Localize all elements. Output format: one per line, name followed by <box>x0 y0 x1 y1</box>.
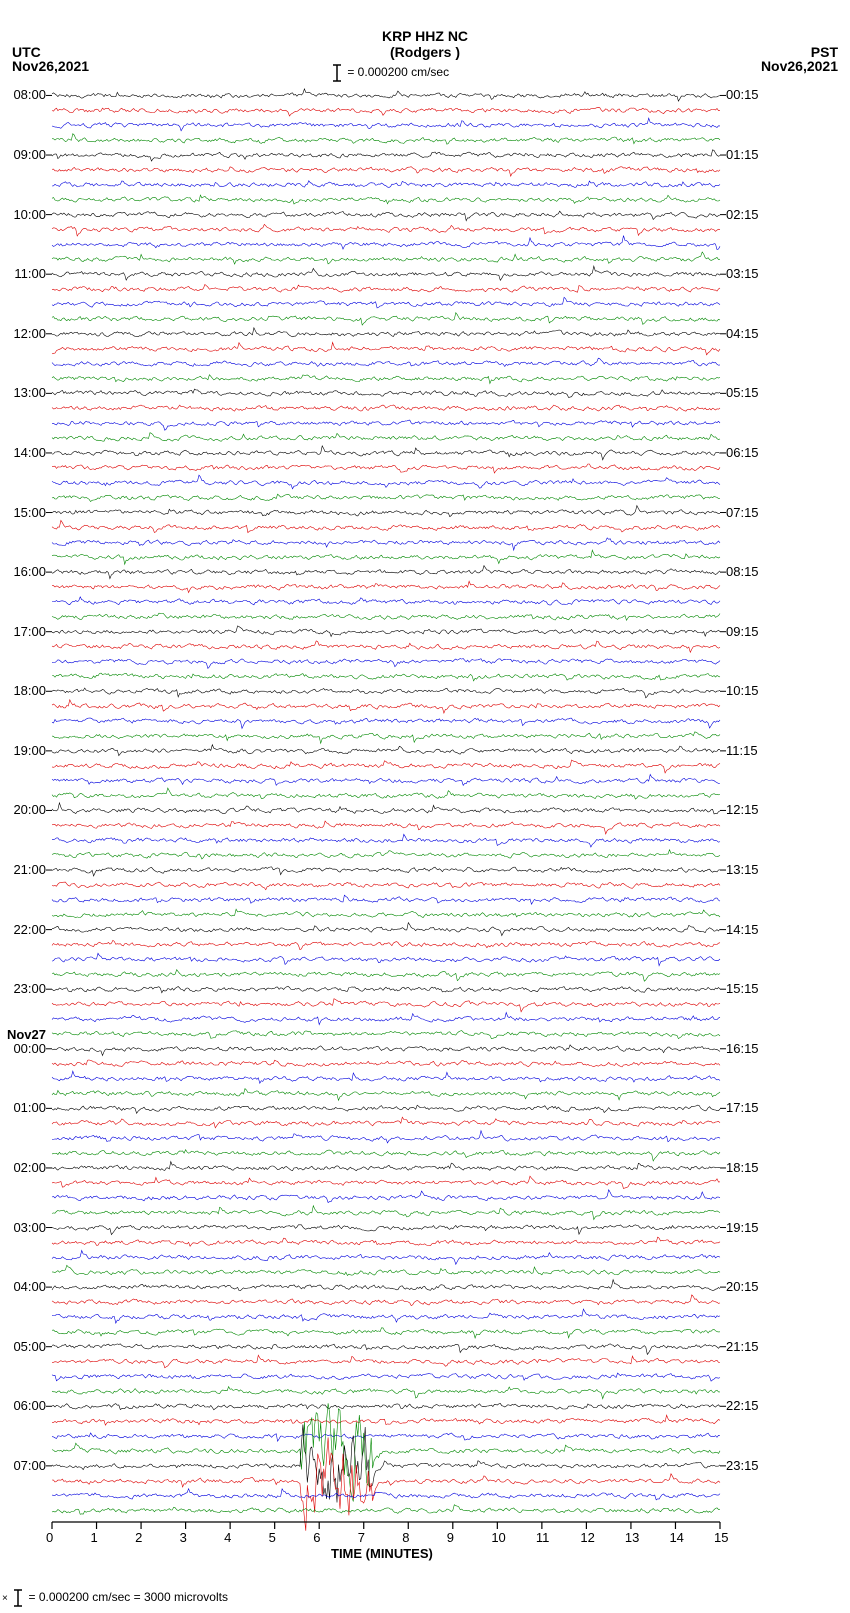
left-hour-label: 02:00 <box>13 1160 46 1175</box>
right-hour-label: 21:15 <box>726 1339 759 1354</box>
station-line: KRP HHZ NC <box>382 28 468 44</box>
left-hour-label: 00:00 <box>13 1041 46 1056</box>
right-hour-label: 15:15 <box>726 981 759 996</box>
x-tick-label: 7 <box>358 1530 365 1545</box>
right-hour-label: 08:15 <box>726 564 759 579</box>
x-tick-label: 4 <box>224 1530 231 1545</box>
seismogram-plot <box>32 68 740 1558</box>
right-hour-label: 13:15 <box>726 862 759 877</box>
x-tick-label: 3 <box>180 1530 187 1545</box>
x-tick-label: 5 <box>269 1530 276 1545</box>
left-hour-label: 13:00 <box>13 385 46 400</box>
left-date-label: Nov27 <box>7 1027 46 1042</box>
right-hour-label: 14:15 <box>726 922 759 937</box>
left-hour-label: 22:00 <box>13 922 46 937</box>
right-hour-label: 22:15 <box>726 1398 759 1413</box>
left-hour-label: 03:00 <box>13 1220 46 1235</box>
left-hour-label: 09:00 <box>13 147 46 162</box>
right-hour-label: 20:15 <box>726 1279 759 1294</box>
right-hour-label: 00:15 <box>726 87 759 102</box>
right-hour-label: 11:15 <box>726 743 758 758</box>
x-tick-label: 10 <box>491 1530 505 1545</box>
left-hour-label: 21:00 <box>13 862 46 877</box>
right-hour-label: 06:15 <box>726 445 759 460</box>
right-hour-label: 03:15 <box>726 266 759 281</box>
right-hour-label: 04:15 <box>726 326 759 341</box>
left-hour-label: 20:00 <box>13 802 46 817</box>
left-hour-label: 11:00 <box>14 266 46 281</box>
x-tick-label: 15 <box>714 1530 728 1545</box>
left-hour-label: 14:00 <box>13 445 46 460</box>
left-hour-label: 12:00 <box>13 326 46 341</box>
right-hour-label: 23:15 <box>726 1458 759 1473</box>
left-hour-label: 10:00 <box>13 207 46 222</box>
x-tick-label: 1 <box>91 1530 98 1545</box>
left-hour-label: 18:00 <box>13 683 46 698</box>
right-hour-label: 09:15 <box>726 624 759 639</box>
x-axis-title: TIME (MINUTES) <box>331 1546 433 1561</box>
left-hour-label: 08:00 <box>13 87 46 102</box>
x-tick-label: 12 <box>580 1530 594 1545</box>
footer-scale-text: = 0.000200 cm/sec = 3000 microvolts <box>29 1590 228 1604</box>
right-hour-label: 05:15 <box>726 385 759 400</box>
seismogram-wrap: KRP HHZ NC (Rodgers ) = 0.000200 cm/sec … <box>0 0 850 1613</box>
x-tick-label: 9 <box>447 1530 454 1545</box>
right-hour-label: 18:15 <box>726 1160 759 1175</box>
left-hour-label: 04:00 <box>13 1279 46 1294</box>
location-line: (Rodgers ) <box>390 44 460 60</box>
right-hour-label: 02:15 <box>726 207 759 222</box>
right-hour-label: 17:15 <box>726 1100 759 1115</box>
x-tick-label: 0 <box>46 1530 53 1545</box>
x-tick-label: 14 <box>669 1530 683 1545</box>
left-hour-label: 16:00 <box>13 564 46 579</box>
right-hour-label: 19:15 <box>726 1220 759 1235</box>
left-hour-label: 06:00 <box>13 1398 46 1413</box>
right-hour-label: 10:15 <box>726 683 759 698</box>
pst-date: Nov26,2021 <box>761 58 838 74</box>
left-hour-label: 15:00 <box>13 505 46 520</box>
x-tick-label: 13 <box>625 1530 639 1545</box>
left-hour-label: 07:00 <box>13 1458 46 1473</box>
x-tick-label: 6 <box>313 1530 320 1545</box>
right-hour-label: 16:15 <box>726 1041 759 1056</box>
x-tick-label: 8 <box>402 1530 409 1545</box>
left-hour-label: 19:00 <box>13 743 46 758</box>
left-hour-label: 23:00 <box>13 981 46 996</box>
left-hour-label: 05:00 <box>13 1339 46 1354</box>
right-hour-label: 07:15 <box>726 505 759 520</box>
x-tick-label: 11 <box>536 1530 550 1545</box>
left-hour-label: 01:00 <box>13 1100 46 1115</box>
right-hour-label: 12:15 <box>726 802 759 817</box>
footer-scale: × = 0.000200 cm/sec = 3000 microvolts <box>2 1589 228 1607</box>
left-hour-label: 17:00 <box>13 624 46 639</box>
right-hour-label: 01:15 <box>726 147 759 162</box>
x-tick-label: 2 <box>135 1530 142 1545</box>
